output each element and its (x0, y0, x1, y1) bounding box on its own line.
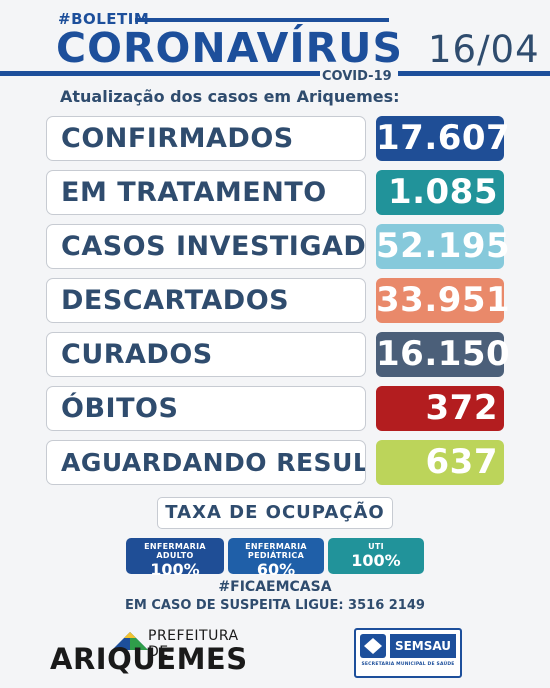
flag-icon (112, 632, 148, 650)
stat-row-confirmados: CONFIRMADOS 17.607 (46, 116, 510, 163)
boletim-tag: #BOLETIM (58, 10, 150, 28)
occupancy-uti: UTI 100% (328, 538, 424, 574)
stat-label: ÓBITOS (46, 386, 366, 431)
stat-label: CASOS INVESTIGADOS (46, 224, 366, 269)
stat-value: 17.607 (376, 116, 510, 161)
semsau-subtitle: SECRETARIA MUNICIPAL DE SAÚDE (361, 662, 455, 667)
semsau-logo: SEMSAU SECRETARIA MUNICIPAL DE SAÚDE (354, 628, 462, 678)
stat-row-casos-investigados: CASOS INVESTIGADOS 52.195 (46, 224, 510, 271)
occupancy-value: 100% (150, 560, 200, 579)
prefeitura-label: PREFEITURA DE (148, 628, 239, 660)
city-name: ARIQUEMES (50, 642, 248, 676)
occupancy-value: 100% (351, 551, 401, 570)
health-icon (360, 634, 386, 658)
semsau-name: SEMSAU (390, 634, 456, 658)
stat-row-em-tratamento: EM TRATAMENTO 1.085 (46, 170, 506, 217)
occupancy-label: ENFERMARIA ADULTO (144, 542, 206, 560)
stat-label: CURADOS (46, 332, 366, 377)
occupancy-enfermaria-adulto: ENFERMARIA ADULTO 100% (126, 538, 224, 579)
bulletin-date: 16/04 (428, 28, 540, 71)
page-title: CORONAVÍRUS (56, 24, 404, 72)
stat-label: CONFIRMADOS (46, 116, 366, 161)
stat-label: EM TRATAMENTO (46, 170, 366, 215)
hashtag: #FICAEMCASA (218, 579, 332, 595)
stat-value: 372 (376, 386, 504, 431)
stat-value: 16.150 (376, 332, 510, 377)
title-underline (0, 71, 388, 76)
occupancy-enfermaria-pediatrica: ENFERMARIA PEDIÁTRICA 60% (228, 538, 324, 579)
stat-value: 33.951 (376, 278, 510, 323)
occupancy-label: UTI (368, 542, 384, 551)
occupancy-title: TAXA DE OCUPAÇÃO (157, 497, 393, 529)
occupancy-value: 60% (256, 560, 296, 579)
header: #BOLETIM CORONAVÍRUS COVID-19 16/04 (0, 0, 550, 90)
stat-value: 1.085 (376, 170, 504, 215)
hotline-text: EM CASO DE SUSPEITA LIGUE: 3516 2149 (125, 598, 425, 613)
page-subtitle: COVID-19 (320, 69, 394, 84)
date-underline (398, 71, 550, 76)
update-text: Atualização dos casos em Ariquemes: (60, 87, 400, 106)
stat-row-aguardando-resultado: AGUARDANDO RESULTADO 637 (46, 440, 506, 487)
stat-row-descartados: DESCARTADOS 33.951 (46, 278, 510, 325)
stat-label: AGUARDANDO RESULTADO (46, 440, 366, 485)
stat-value: 637 (376, 440, 504, 485)
occupancy-label: ENFERMARIA PEDIÁTRICA (245, 542, 307, 560)
stat-row-obitos: ÓBITOS 372 (46, 386, 506, 433)
stat-row-curados: CURADOS 16.150 (46, 332, 510, 379)
stat-value: 52.195 (376, 224, 510, 269)
stat-label: DESCARTADOS (46, 278, 366, 323)
tag-underline (135, 18, 389, 22)
prefeitura-logo: PREFEITURA DE ARIQUEMES (50, 628, 250, 678)
